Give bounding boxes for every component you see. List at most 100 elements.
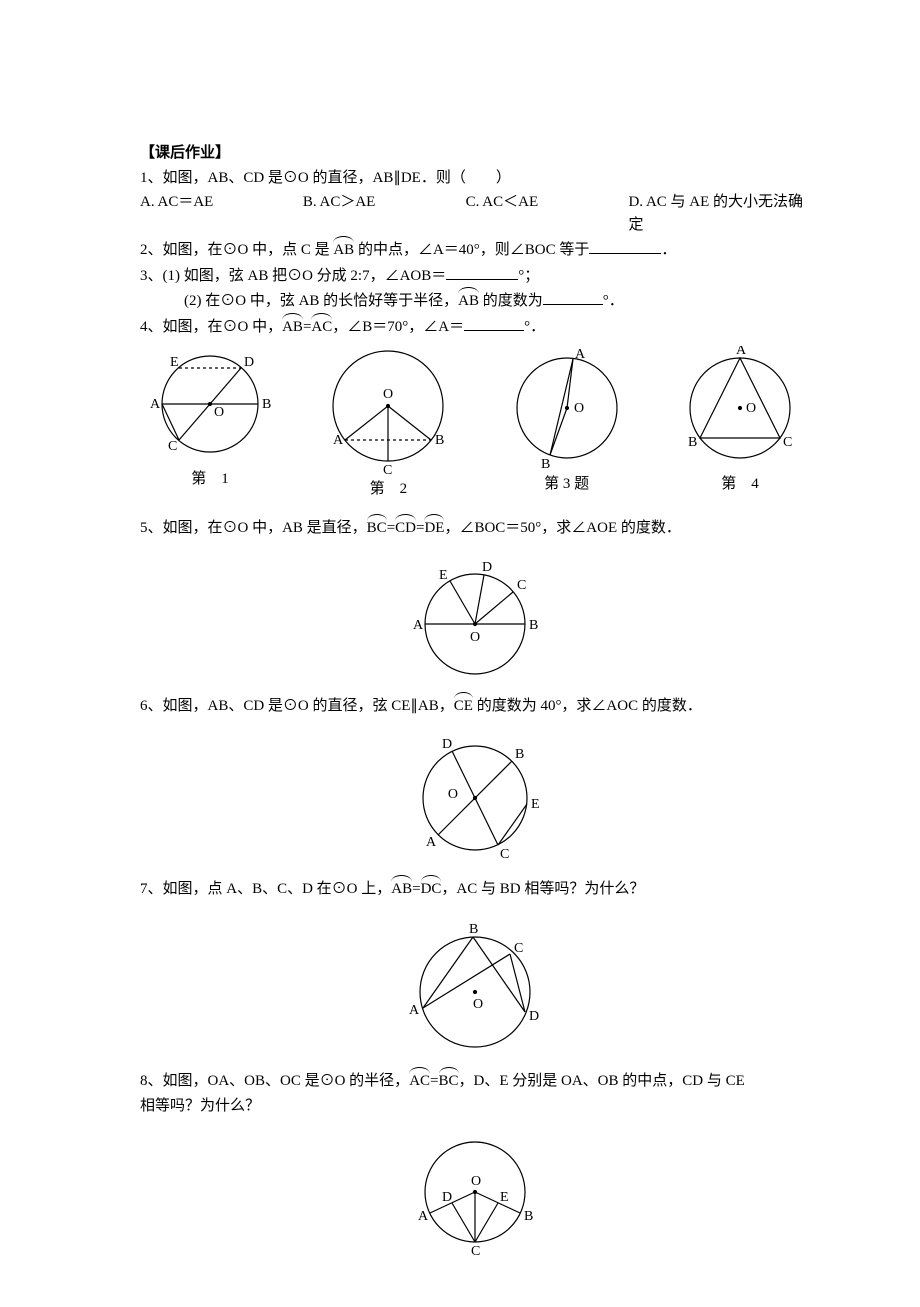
arc-bc: BC: [439, 1070, 459, 1093]
q2-text: 2、如图，在⊙O 中，点 C 是 AB 的中点，∠A＝40°，则∠BOC 等于．: [140, 238, 810, 262]
q3a-part1: 3、(1) 如图，弦 AB 把⊙O 分成 2:7，∠AOB＝: [140, 268, 446, 284]
lbl-b: B: [529, 618, 538, 633]
q1-opt-d: D. AC 与 AE 的大小无法确定: [628, 191, 810, 236]
lbl-o: O: [214, 405, 224, 420]
lbl-o: O: [473, 997, 483, 1012]
lbl-o: O: [746, 401, 756, 416]
lbl-e: E: [439, 568, 448, 583]
q5-part1: 5、如图，在⊙O 中，AB 是直径，: [140, 520, 367, 536]
lbl-a: A: [418, 1209, 429, 1224]
lbl-c: C: [168, 439, 177, 454]
lbl-o: O: [470, 630, 480, 645]
q7-part1: 7、如图，点 A、B、C、D 在⊙O 上，: [140, 881, 391, 897]
lbl-d: D: [442, 737, 452, 752]
figure-6-wrap: D B O E A C: [140, 728, 810, 868]
lbl-o: O: [383, 387, 393, 402]
lbl-c: C: [783, 435, 792, 450]
lbl-a: A: [150, 397, 161, 412]
lbl-c: C: [471, 1244, 480, 1257]
q3b-part3: °．: [603, 293, 624, 309]
lbl-e: E: [531, 797, 540, 812]
q6-text: 6、如图，AB、CD 是⊙O 的直径，弦 CE∥AB，CE 的度数为 40°，求…: [140, 695, 810, 718]
q2-part3: ．: [661, 242, 676, 258]
lbl-b: B: [469, 922, 478, 937]
lbl-d: D: [482, 560, 492, 575]
figure-1: E D A B C O 第 1: [140, 346, 280, 501]
q2-part1: 2、如图，在⊙O 中，点 C 是: [140, 242, 333, 258]
fig1-caption: 第 1: [140, 468, 280, 491]
lbl-b: B: [541, 457, 550, 471]
fig3-svg: A O B: [497, 346, 637, 471]
q7-eq: =: [412, 881, 420, 897]
q3a-text: 3、(1) 如图，弦 AB 把⊙O 分成 2:7，∠AOB＝ °；: [140, 264, 810, 288]
q7-part2: ，AC 与 BD 相等吗？为什么？: [441, 881, 644, 897]
q4-eq: =: [303, 319, 311, 335]
lbl-c: C: [500, 847, 509, 862]
q8-part1: 8、如图，OA、OB、OC 是⊙O 的半径，: [140, 1073, 409, 1089]
arc-bc: BC: [367, 517, 387, 540]
arc-de: DE: [424, 517, 444, 540]
q8-text-line1: 8、如图，OA、OB、OC 是⊙O 的半径，AC=BC，D、E 分别是 OA、O…: [140, 1070, 810, 1093]
q1-opt-b: B. AC＞AE: [303, 191, 466, 236]
arc-ac: AC: [409, 1070, 430, 1093]
fig1-svg: E D A B C O: [140, 346, 280, 466]
q3b-text: (2) 在⊙O 中，弦 AB 的长恰好等于半径，AB 的度数为°．: [140, 289, 810, 313]
q3a-part2: °；: [518, 268, 539, 284]
blank[interactable]: [464, 315, 524, 331]
q8-part2: ，D、E 分别是 OA、OB 的中点，CD 与 CE: [459, 1073, 745, 1089]
figure-4: A O B C 第 4: [670, 346, 810, 501]
arc-ac: AC: [311, 316, 332, 339]
q1-opt-a: A. AC＝AE: [140, 191, 303, 236]
arc-ab: AB: [458, 290, 479, 313]
lbl-e: E: [170, 355, 179, 370]
lbl-d: D: [529, 1009, 539, 1024]
lbl-b: B: [688, 435, 697, 450]
q4-part1: 4、如图，在⊙O 中，: [140, 319, 282, 335]
q1-opt-c: C. AC＜AE: [466, 191, 629, 236]
fig4-caption: 第 4: [670, 473, 810, 496]
q4-part3: °．: [524, 319, 545, 335]
q7-text: 7、如图，点 A、B、C、D 在⊙O 上，AB=DC，AC 与 BD 相等吗？为…: [140, 878, 810, 901]
lbl-b: B: [262, 397, 271, 412]
lbl-o: O: [448, 787, 458, 802]
q4-part2: ，∠B＝70°，∠A＝: [332, 319, 464, 335]
lbl-b: B: [435, 433, 444, 448]
fig2-svg: O A B C: [313, 346, 463, 476]
figure-row-1-4: E D A B C O 第 1: [140, 346, 810, 501]
arc-ab: AB: [282, 316, 303, 339]
lbl-o: O: [574, 401, 584, 416]
arc-ab: AB: [333, 239, 354, 262]
fig4-svg: A O B C: [670, 346, 810, 471]
q8-eq: =: [430, 1073, 438, 1089]
blank[interactable]: [446, 264, 518, 280]
fig8-svg: O D E A B C: [400, 1127, 550, 1257]
lbl-a: A: [333, 433, 344, 448]
figure-7-wrap: A B C D O: [140, 920, 810, 1060]
lbl-a: A: [409, 1003, 420, 1018]
fig5-svg: A B C D E O: [395, 549, 555, 679]
blank[interactable]: [543, 289, 603, 305]
fig2-caption: 第 2: [313, 478, 463, 501]
lbl-d: D: [442, 1190, 452, 1205]
section-header: 【课后作业】: [140, 142, 810, 165]
q5-part2: ，∠BOC＝50°，求∠AOE 的度数．: [444, 520, 680, 536]
blank[interactable]: [589, 238, 661, 254]
arc-dc: DC: [421, 878, 442, 901]
arc-cd: CD: [395, 517, 416, 540]
figure-5-wrap: A B C D E O: [140, 549, 810, 679]
arc-ce: CE: [454, 695, 473, 718]
figure-8-wrap: O D E A B C: [140, 1127, 810, 1257]
q5-eq2: =: [416, 520, 424, 536]
arc-ab: AB: [391, 878, 412, 901]
q5-eq1: =: [387, 520, 395, 536]
lbl-b: B: [515, 747, 524, 762]
lbl-e: E: [500, 1190, 509, 1205]
q3b-part1: (2) 在⊙O 中，弦 AB 的长恰好等于半径，: [184, 293, 458, 309]
lbl-a: A: [736, 346, 747, 358]
lbl-c: C: [383, 463, 392, 476]
lbl-b: B: [524, 1209, 533, 1224]
fig3-caption: 第 3 题: [497, 473, 637, 496]
fig6-svg: D B O E A C: [400, 728, 550, 868]
lbl-c: C: [514, 941, 523, 956]
q1-text: 1、如图，AB、CD 是⊙O 的直径，AB∥DE．则（ ）: [140, 167, 810, 190]
